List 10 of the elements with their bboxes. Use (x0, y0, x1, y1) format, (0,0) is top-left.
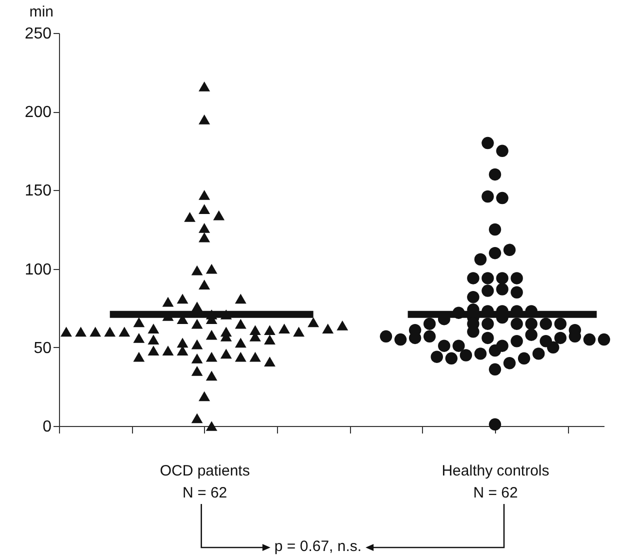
text: p = 0.67, n.s. (274, 538, 362, 555)
x-tick-label: OCD patients N = 62 (160, 462, 250, 502)
y-tick-label: 50 (34, 340, 52, 357)
y-axis-title: min (29, 4, 54, 20)
x-tick-label: Healthy controls N = 62 (442, 462, 550, 502)
y-tick-label: 0 (42, 418, 52, 436)
y-tick-label: 150 (24, 182, 52, 200)
y-tick-label: 100 (24, 261, 52, 278)
y-tick-label: 200 (24, 104, 52, 122)
y-tick-label: 250 (24, 26, 52, 42)
